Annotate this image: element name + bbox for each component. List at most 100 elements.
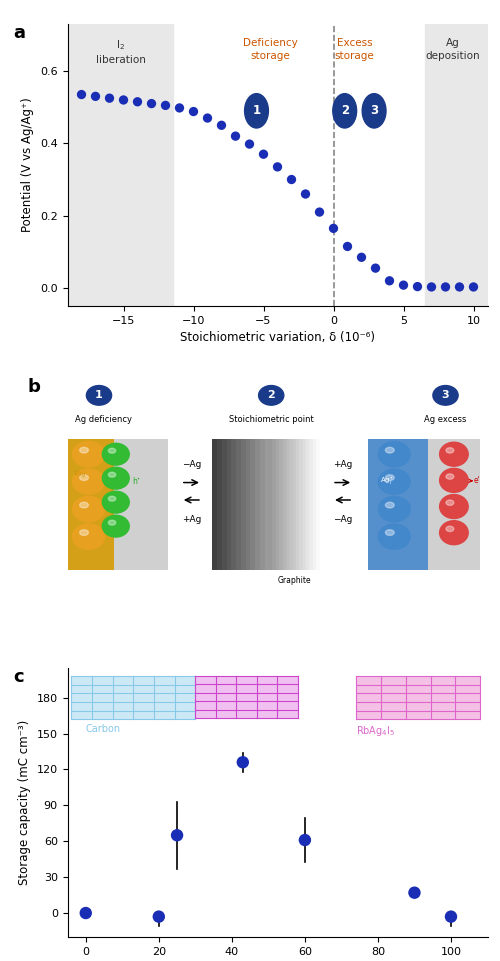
Text: +Ag: +Ag — [333, 460, 352, 470]
Ellipse shape — [378, 441, 410, 467]
Bar — [114, 439, 168, 570]
Bar — [270, 439, 274, 570]
Text: Graphite: Graphite — [278, 577, 311, 585]
Bar — [368, 439, 439, 570]
Ellipse shape — [102, 467, 129, 489]
Bar — [286, 439, 290, 570]
Ellipse shape — [440, 442, 468, 466]
Ellipse shape — [378, 524, 410, 550]
Text: 1: 1 — [95, 390, 103, 401]
Bar — [290, 439, 292, 570]
Bar — [316, 439, 320, 570]
Point — [470, 280, 478, 295]
Ellipse shape — [80, 475, 88, 480]
Bar — [296, 439, 300, 570]
Point — [82, 905, 90, 921]
Ellipse shape — [446, 527, 454, 531]
Bar — [222, 439, 226, 570]
Ellipse shape — [333, 93, 356, 128]
Point — [344, 238, 351, 254]
Ellipse shape — [440, 495, 468, 519]
Ellipse shape — [378, 497, 410, 522]
Text: Ag
deposition: Ag deposition — [425, 38, 480, 61]
Ellipse shape — [440, 468, 468, 492]
Text: I$_2$
liberation: I$_2$ liberation — [96, 38, 146, 64]
Text: Graphite: Graphite — [437, 577, 470, 585]
Bar — [274, 439, 279, 570]
Bar — [212, 439, 217, 570]
Bar — [246, 439, 250, 570]
Bar — [310, 439, 313, 570]
Bar — [236, 439, 241, 570]
Ellipse shape — [72, 524, 104, 550]
Ellipse shape — [108, 520, 116, 525]
Bar — [276, 439, 279, 570]
Point — [274, 160, 281, 175]
Point — [120, 92, 128, 108]
Text: $V_{Ag}$: $V_{Ag}$ — [74, 468, 86, 480]
Bar — [279, 439, 282, 570]
Ellipse shape — [108, 496, 116, 501]
Ellipse shape — [378, 469, 410, 494]
Text: h$^•$: h$^•$ — [132, 476, 141, 486]
Ellipse shape — [386, 503, 394, 508]
Text: RbAg$_4$I$_5$: RbAg$_4$I$_5$ — [388, 577, 419, 589]
Bar — [269, 439, 272, 570]
Ellipse shape — [72, 469, 104, 494]
Ellipse shape — [72, 497, 104, 522]
Bar — [260, 439, 265, 570]
Point — [302, 186, 310, 202]
Point — [155, 909, 163, 924]
Text: Excess
storage: Excess storage — [334, 38, 374, 61]
Point — [176, 100, 184, 115]
Point — [190, 104, 198, 119]
Point — [456, 280, 464, 295]
Point — [246, 136, 254, 152]
Text: Ag deficiency: Ag deficiency — [74, 415, 132, 424]
Point — [239, 754, 247, 770]
Ellipse shape — [446, 448, 454, 453]
Text: c: c — [13, 668, 24, 686]
Ellipse shape — [386, 447, 394, 453]
Point — [288, 172, 296, 187]
Point — [148, 96, 156, 111]
Point — [204, 111, 212, 126]
Point — [92, 88, 100, 104]
Text: Graphite: Graphite — [124, 577, 158, 585]
Point — [232, 129, 239, 144]
Bar — [64, 439, 134, 570]
Ellipse shape — [108, 472, 116, 478]
Point — [428, 280, 436, 295]
Text: 3: 3 — [370, 105, 378, 117]
X-axis label: Stoichiometric variation, δ (10⁻⁶): Stoichiometric variation, δ (10⁻⁶) — [180, 332, 375, 344]
Ellipse shape — [80, 503, 88, 508]
Bar — [265, 439, 270, 570]
Ellipse shape — [102, 515, 129, 537]
Point — [447, 909, 455, 924]
Ellipse shape — [80, 530, 88, 535]
Point — [400, 278, 407, 293]
Text: Deficiency
storage: Deficiency storage — [243, 38, 298, 61]
Bar — [232, 439, 236, 570]
Ellipse shape — [446, 474, 454, 480]
Point — [442, 280, 450, 295]
Bar — [71, 677, 196, 719]
Bar — [306, 439, 310, 570]
Ellipse shape — [258, 385, 284, 406]
Ellipse shape — [244, 93, 268, 128]
Point — [372, 260, 380, 276]
Text: a: a — [13, 24, 25, 42]
Point — [414, 279, 422, 294]
Bar — [302, 439, 306, 570]
Ellipse shape — [433, 385, 458, 406]
Bar — [292, 439, 296, 570]
Point — [162, 98, 170, 113]
Bar — [272, 439, 276, 570]
Point — [134, 94, 141, 110]
Point — [260, 146, 268, 161]
Text: 2: 2 — [268, 390, 275, 401]
Text: Ag$_i^•$: Ag$_i^•$ — [380, 475, 393, 487]
Y-axis label: Storage capacity (mC cm⁻³): Storage capacity (mC cm⁻³) — [18, 720, 31, 885]
Text: e': e' — [474, 477, 481, 485]
Text: −Ag: −Ag — [182, 460, 201, 470]
